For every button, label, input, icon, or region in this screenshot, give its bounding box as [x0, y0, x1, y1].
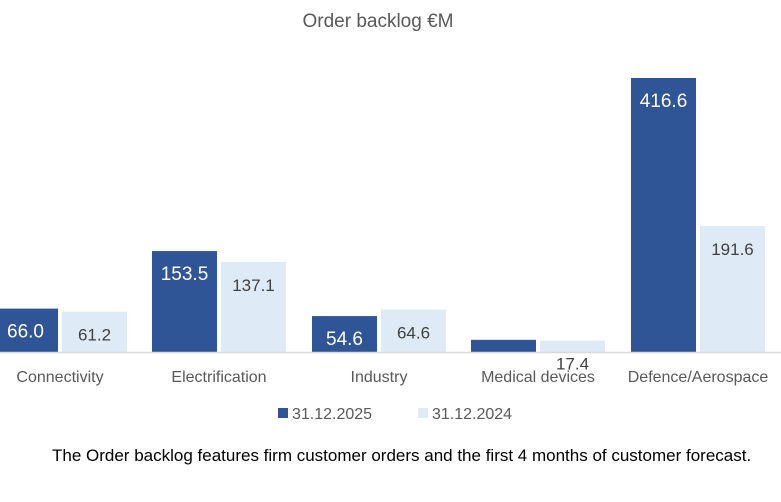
bar-31.12.2025-Medical devices: [471, 339, 536, 352]
x-tick-label: Connectivity: [16, 369, 103, 386]
x-tick-label: Electrification: [171, 369, 266, 386]
data-label: 153.5: [161, 264, 209, 285]
x-tick-label: Defence/Aerospace: [628, 369, 769, 386]
data-label: 18.5: [485, 353, 522, 374]
bar-31.12.2024-Defence/Aerospace: [700, 225, 765, 352]
data-label: 64.6: [397, 324, 430, 343]
bar-31.12.2025-Industry: [312, 316, 377, 352]
x-tick-label: Industry: [351, 369, 408, 386]
bar-31.12.2025-Connectivity: [0, 308, 58, 352]
bar-31.12.2024-Connectivity: [62, 311, 127, 352]
footnote: The Order backlog features firm customer…: [52, 446, 752, 465]
bar-31.12.2025-Electrification: [152, 251, 217, 352]
legend-label: 31.12.2025: [292, 406, 372, 423]
data-label: 61.2: [78, 326, 111, 345]
data-label: 66.0: [7, 322, 44, 343]
data-label: 17.4: [556, 355, 589, 374]
bar-31.12.2024-Industry: [381, 309, 446, 352]
legend-label: 31.12.2024: [432, 406, 512, 423]
legend: 31.12.2025 31.12.2024: [278, 406, 512, 423]
legend-swatch: [278, 408, 288, 418]
data-label: 54.6: [326, 329, 363, 350]
data-label: 191.6: [711, 240, 754, 259]
x-tick-label: Medical devices: [481, 369, 595, 386]
bar-31.12.2024-Electrification: [221, 261, 286, 352]
legend-swatch: [418, 408, 428, 418]
bar-31.12.2025-Defence/Aerospace: [631, 78, 696, 352]
chart-title: Order backlog €M: [302, 11, 453, 32]
order-backlog-chart: Order backlog €M 66.0 61.2 153.5 137.1 54.6 6…: [0, 11, 781, 423]
bar-31.12.2024-Medical devices: [540, 340, 605, 352]
data-label: 137.1: [232, 276, 275, 295]
data-label: 416.6: [640, 91, 688, 112]
